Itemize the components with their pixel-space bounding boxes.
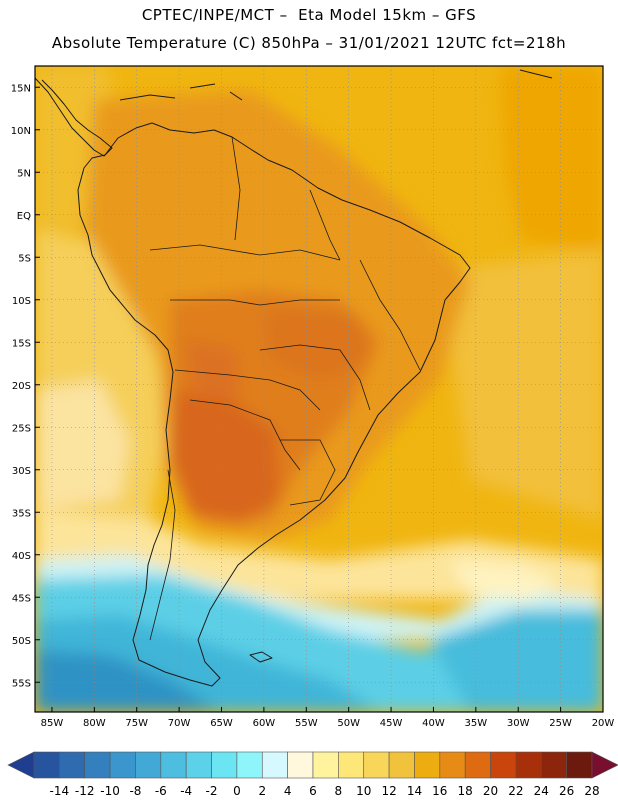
colorbar-swatches [7,751,618,779]
colorbar-high-arrow [591,751,618,779]
colorbar-label: -14 [50,784,70,798]
colorbar-swatch [33,751,60,779]
lon-label: 85W [41,718,64,729]
colorbar-swatch [515,751,542,779]
colorbar-swatch [490,751,517,779]
temperature-shading [35,66,603,712]
lat-label: 25S [12,423,31,434]
temperature-field [35,66,603,712]
colorbar-swatch [566,751,593,779]
colorbar-label: 16 [432,784,447,798]
colorbar-swatch [540,751,567,779]
colorbar-label: 2 [258,784,266,798]
colorbar-swatch [312,751,339,779]
lon-label: 35W [465,718,488,729]
colorbar-swatch [236,751,263,779]
colorbar-swatch [414,751,441,779]
lat-label: 45S [12,593,31,604]
colorbar-label: -10 [100,784,120,798]
lon-label: 25W [549,718,572,729]
colorbar-low-arrow [7,751,35,779]
lat-label: EQ [17,211,31,222]
colorbar-label: -6 [155,784,167,798]
lat-label: 5S [18,253,31,264]
colorbar-swatch [338,751,365,779]
map-subtitle: Absolute Temperature (C) 850hPa – 31/01/… [51,34,567,52]
lon-label: 75W [125,718,148,729]
lon-label: 70W [168,718,191,729]
colorbar-swatch [363,751,390,779]
colorbar-labels: -14 -12 -10 -8 -6 -4 -2 0 2 4 6 8 10 12 14 16 18 20 22 24 26… [50,784,600,798]
colorbar-swatch [185,751,212,779]
central-america-coastline [34,77,113,157]
colorbar-label: 8 [335,784,343,798]
map-title: CPTEC/INPE/MCT – Eta Model 15km – GFS [141,6,477,24]
latitude-labels: 15N 10N 5N EQ 5S 10S 15S 20S 25S 30S 35S 40S 45S 50S 5… [11,83,31,689]
colorbar-swatch [388,751,415,779]
temperature-map: 15N 10N 5N EQ 5S 10S 15S 20S 25S 30S 35S 40S 45S 50S 5… [11,65,615,729]
lon-label: 45W [380,718,403,729]
lat-label: 15S [12,338,31,349]
colorbar-label: 10 [356,784,371,798]
lon-label: 55W [295,718,318,729]
lon-label: 65W [210,718,233,729]
colorbar-swatch [59,751,86,779]
colorbar: -14 -12 -10 -8 -6 -4 -2 0 2 4 6 8 10 12 14 16 18 20 22 24 26… [7,751,618,798]
colorbar-label: 20 [483,784,498,798]
colorbar-label: 18 [458,784,473,798]
lat-label: 30S [12,466,31,477]
lat-label: 40S [12,551,31,562]
falkland-islands [249,651,273,663]
colorbar-swatch [109,751,136,779]
colorbar-label: -4 [180,784,192,798]
lon-label: 80W [83,718,106,729]
lon-label: 50W [337,718,360,729]
colorbar-label: 4 [284,784,292,798]
lat-label: 5N [17,168,31,179]
colorbar-label: -12 [75,784,95,798]
lat-label: 10S [12,296,31,307]
colorbar-label: 0 [233,784,241,798]
coastlines [34,69,553,687]
lon-label: 20W [592,718,615,729]
colorbar-swatch [261,751,288,779]
south-america-coastline [77,122,471,687]
caribbean-islands [119,69,553,101]
colorbar-label: 26 [559,784,574,798]
colorbar-label: 12 [381,784,396,798]
lat-label: 10N [11,126,31,137]
lat-label: 50S [12,636,31,647]
colorbar-label: 22 [508,784,523,798]
colorbar-swatch [211,751,238,779]
lat-lon-grid [35,66,604,712]
colorbar-label: 28 [584,784,599,798]
lon-label: 30W [507,718,530,729]
colorbar-label: -8 [129,784,141,798]
colorbar-label: -2 [206,784,218,798]
lat-label: 20S [12,381,31,392]
colorbar-swatch [135,751,162,779]
colorbar-label: 6 [309,784,317,798]
colorbar-swatch [464,751,491,779]
lat-label: 15N [11,83,31,94]
lat-label: 35S [12,508,31,519]
colorbar-swatch [439,751,466,779]
lon-label: 60W [253,718,276,729]
map-frame [34,65,604,713]
lon-label: 40W [422,718,445,729]
colorbar-swatch [287,751,314,779]
lat-label: 55S [12,678,31,689]
colorbar-swatch [84,751,111,779]
country-borders [149,136,421,641]
colorbar-label: 14 [407,784,422,798]
colorbar-label: 24 [534,784,549,798]
colorbar-swatch [160,751,187,779]
longitude-labels: 85W 80W 75W 70W 65W 60W 55W 50W 45W 40W 35W 30W 25W 2… [41,718,615,729]
